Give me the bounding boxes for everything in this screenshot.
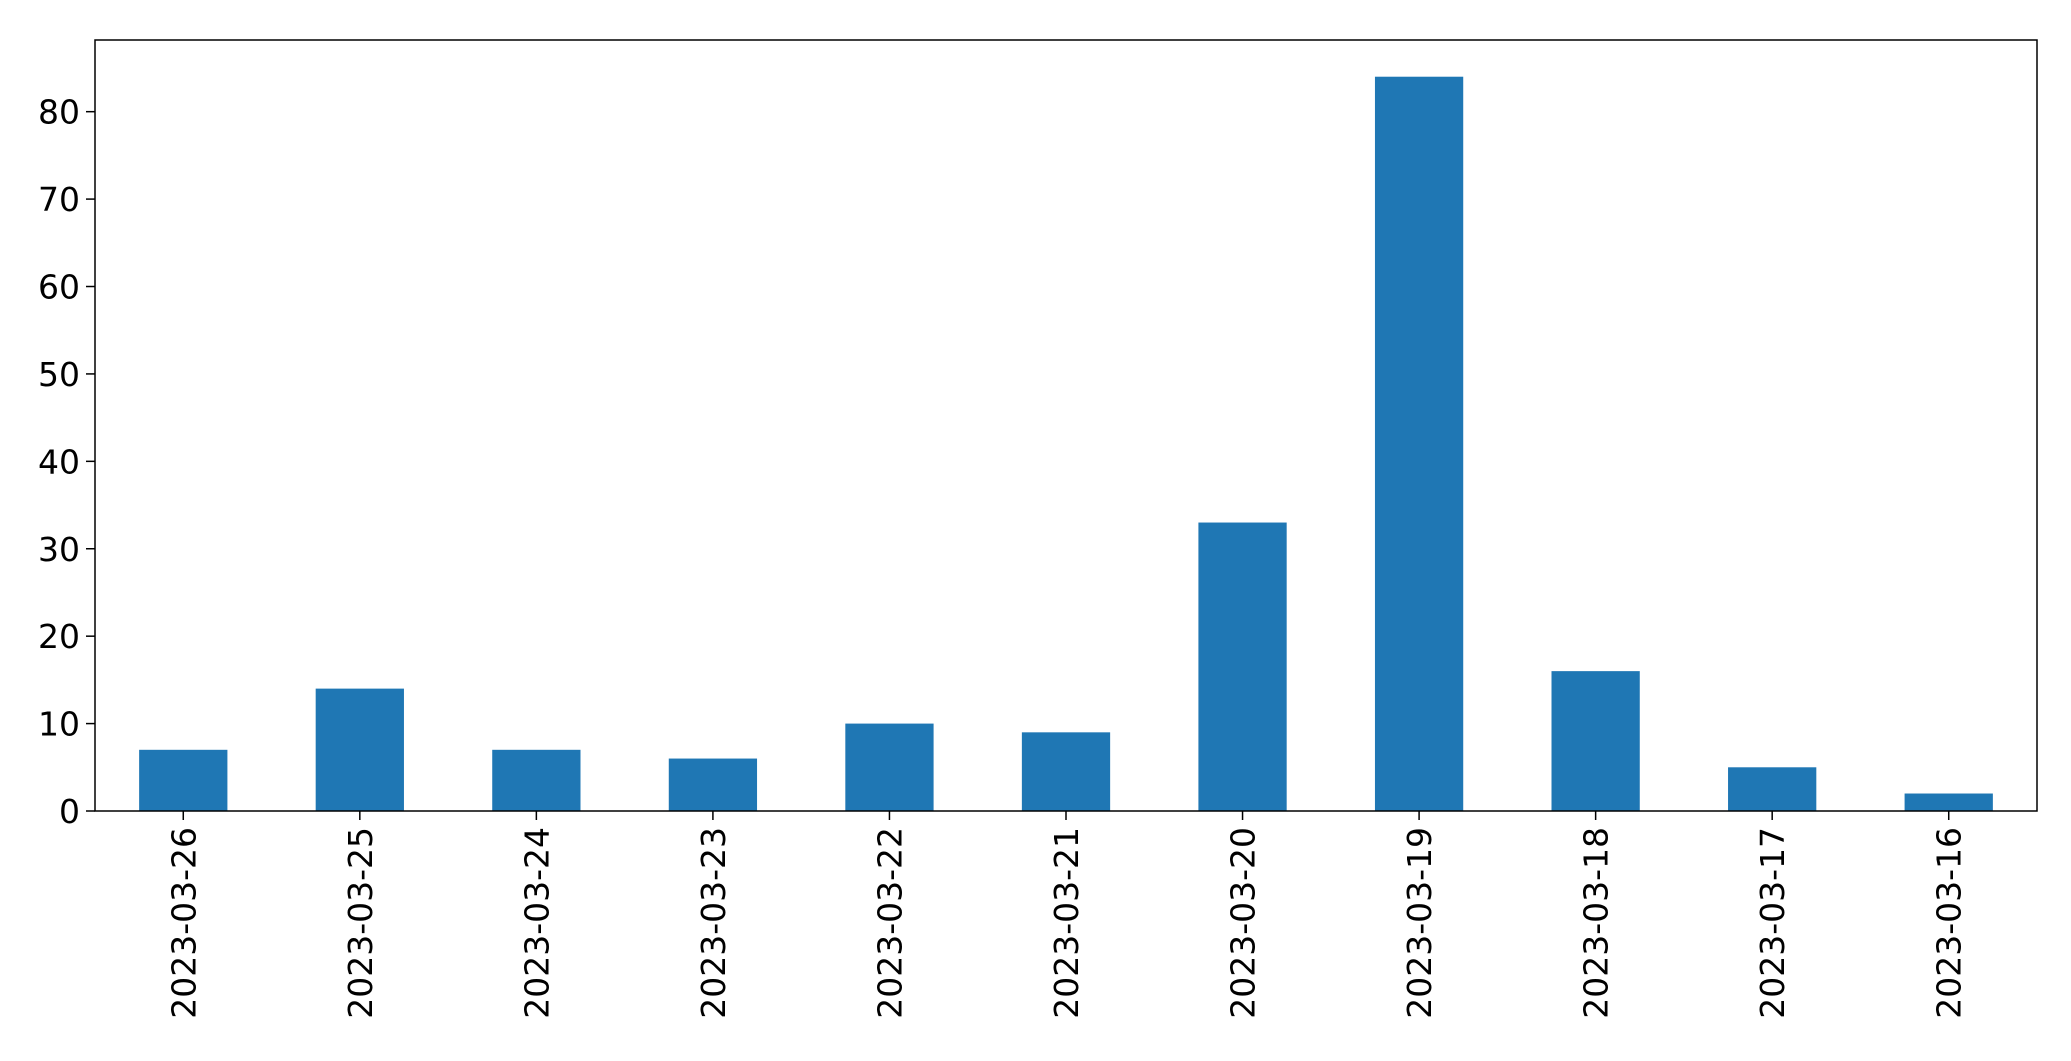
y-tick-label: 0 [59, 792, 80, 831]
y-tick-label: 70 [38, 180, 80, 219]
x-tick-label: 2023-03-22 [870, 827, 909, 1019]
y-tick-label: 80 [38, 93, 80, 132]
x-tick-label: 2023-03-19 [1400, 827, 1439, 1019]
bars-group [139, 76, 1993, 811]
y-tick-label: 50 [38, 355, 80, 394]
x-tick-label: 2023-03-25 [341, 827, 380, 1019]
bar-2023-03-18 [1551, 671, 1640, 811]
bar-2023-03-25 [315, 688, 404, 811]
bar-2023-03-26 [139, 749, 228, 811]
y-tick-label: 40 [38, 442, 80, 481]
y-tick-label: 10 [38, 705, 80, 744]
x-tick-label: 2023-03-16 [1930, 827, 1969, 1019]
y-tick-label: 30 [38, 530, 80, 569]
x-tick-label: 2023-03-20 [1224, 827, 1263, 1019]
bar-2023-03-20 [1198, 522, 1287, 811]
x-tick-label: 2023-03-18 [1577, 827, 1616, 1019]
bar-2023-03-21 [1021, 732, 1111, 811]
y-tick-label: 60 [38, 268, 80, 307]
plot-frame [94, 39, 2038, 812]
bar-2023-03-19 [1374, 76, 1464, 811]
bar-2023-03-17 [1728, 767, 1817, 811]
bar-2023-03-16 [1904, 793, 1993, 811]
x-tick-label: 2023-03-26 [164, 827, 203, 1019]
bar-2023-03-23 [668, 758, 758, 811]
x-tick-label: 2023-03-23 [694, 827, 733, 1019]
y-tick-label: 20 [38, 617, 80, 656]
x-tick-label: 2023-03-24 [517, 827, 556, 1019]
x-axis: 2023-03-26 2023-03-25 2023-03-24 2023-03-23… [164, 811, 1969, 1019]
bar-2023-03-22 [845, 723, 934, 811]
y-axis: 0 10 20 30 40 50 60 70 80 [38, 93, 95, 831]
bar-2023-03-24 [492, 749, 581, 811]
x-tick-label: 2023-03-21 [1047, 827, 1086, 1019]
x-tick-label: 2023-03-17 [1753, 827, 1792, 1019]
